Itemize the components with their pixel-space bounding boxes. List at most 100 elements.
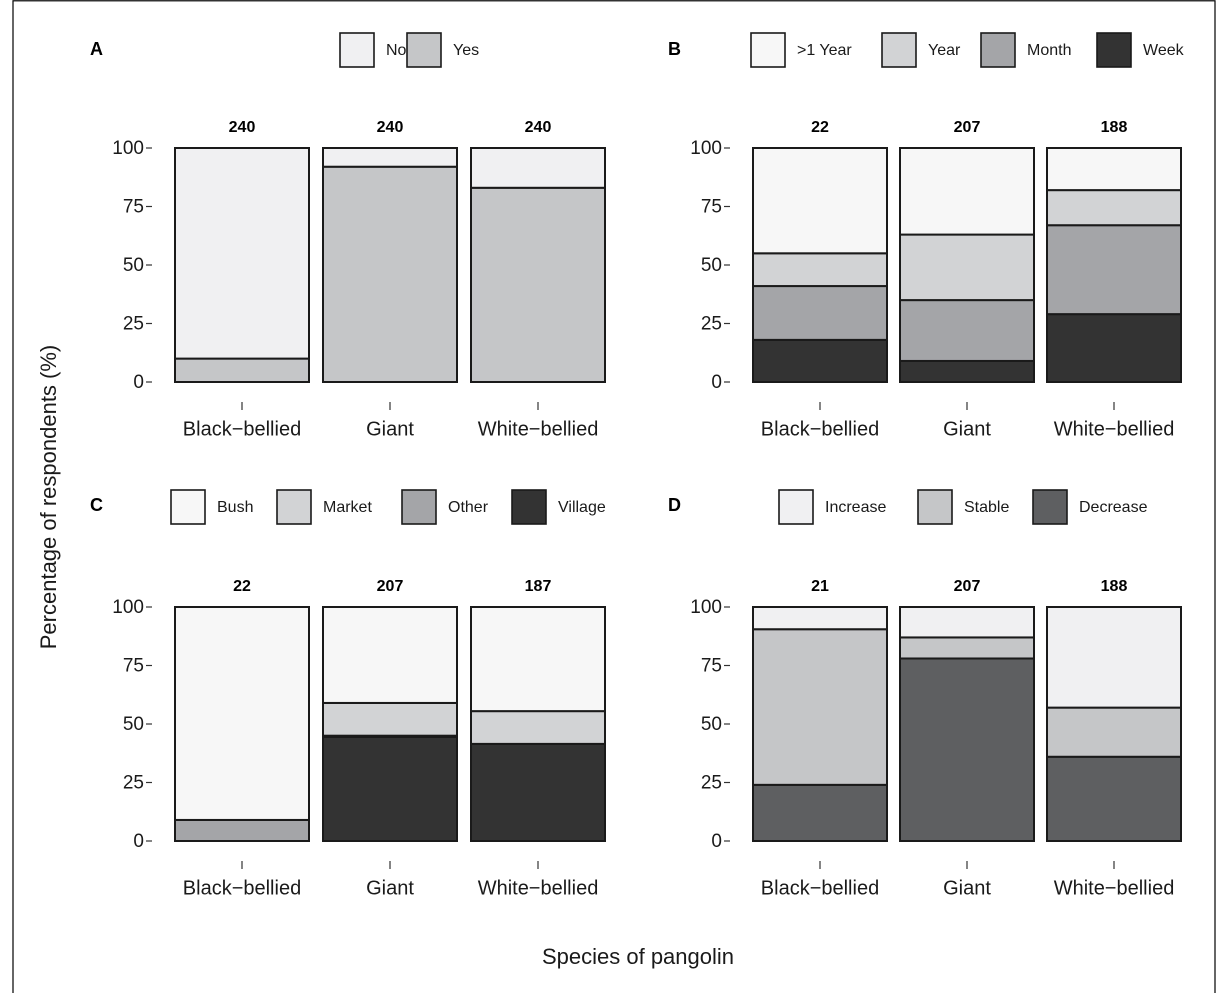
bar-segment	[1046, 755, 1182, 843]
bar-segment	[322, 147, 458, 168]
bar-segment	[470, 606, 606, 713]
figure-border	[12, 0, 1216, 993]
legend-label: Stable	[964, 499, 1009, 516]
y-tick-label: 50	[701, 714, 722, 735]
y-tick-label: 50	[123, 714, 144, 735]
legend-key	[170, 489, 206, 525]
bar-outline	[174, 147, 310, 383]
legend-label: Village	[558, 499, 606, 516]
bar-stack: 240 Giant	[322, 119, 458, 440]
panels: A No Yes 0 25 50 75 100 240 Black−bellied 240 Giant…	[90, 32, 1185, 899]
x-tick-label: Black−bellied	[761, 418, 879, 440]
bar-outline	[322, 606, 458, 842]
bar-segment	[174, 357, 310, 384]
panel-a: A No Yes 0 25 50 75 100 240 Black−bellied 240 Giant…	[90, 32, 606, 440]
bar-count-label: 207	[954, 119, 981, 136]
y-tick-label: 25	[123, 314, 144, 335]
bar-stack: 22 Black−bellied	[174, 578, 310, 899]
y-tick-label: 0	[133, 372, 144, 393]
legend-label: No	[386, 42, 407, 59]
x-tick-label: White−bellied	[1054, 418, 1175, 440]
bar-segment	[470, 742, 606, 843]
bar-segment	[174, 147, 310, 360]
legend-key	[917, 489, 953, 525]
y-tick-label: 0	[133, 831, 144, 852]
bar-segment	[899, 233, 1035, 302]
bar-outline	[752, 606, 888, 842]
bar-count-label: 188	[1101, 119, 1128, 136]
legend-key	[778, 489, 814, 525]
y-tick-label: 75	[701, 656, 722, 677]
bar-segment	[174, 818, 310, 843]
y-tick-label: 100	[112, 138, 144, 159]
bar-count-label: 207	[954, 578, 981, 595]
legend-key	[980, 32, 1016, 68]
bar-outline	[1046, 147, 1182, 383]
bar-segment	[899, 636, 1035, 660]
y-axis: 0 25 50 75 100	[690, 138, 730, 393]
bar-stack: 188 White−bellied	[1046, 119, 1182, 440]
bar-count-label: 188	[1101, 578, 1128, 595]
y-axis-title: Percentage of respondents (%)	[36, 345, 61, 650]
bar-outline	[899, 606, 1035, 842]
legend-key	[511, 489, 547, 525]
bar-outline	[470, 606, 606, 842]
panel-label: C	[90, 495, 103, 515]
bar-outline	[322, 147, 458, 383]
bar-segment	[322, 606, 458, 704]
x-tick-label: Giant	[943, 877, 991, 899]
y-tick-label: 25	[701, 773, 722, 794]
legend-label: Week	[1143, 42, 1185, 59]
y-tick-label: 100	[690, 138, 722, 159]
x-tick-label: Giant	[366, 877, 414, 899]
legend-label: Increase	[825, 499, 886, 516]
bar-stack: 240 Black−bellied	[174, 119, 310, 440]
bar-segment	[899, 359, 1035, 384]
bar-segment	[322, 735, 458, 842]
bar-stack: 21 Black−bellied	[752, 578, 888, 899]
bar-segment	[1046, 147, 1182, 192]
y-tick-label: 50	[123, 255, 144, 276]
bar-segment	[322, 165, 458, 383]
legend-key	[881, 32, 917, 68]
bar-segment	[752, 783, 888, 843]
bar-segment	[752, 252, 888, 288]
legend-label: Market	[323, 499, 372, 516]
bar-outline	[899, 147, 1035, 383]
panel-c: C Bush Market Other Village 0 25 50 75 100 22 Black…	[90, 489, 606, 899]
panel-label: D	[668, 495, 681, 515]
bar-outline	[752, 147, 888, 383]
bar-segment	[470, 147, 606, 189]
x-tick-label: Black−bellied	[761, 877, 879, 899]
bar-outline	[470, 147, 606, 383]
legend-label: >1 Year	[797, 42, 852, 59]
bar-segment	[752, 147, 888, 255]
bar-stack: 188 White−bellied	[1046, 578, 1182, 899]
panel-d: D Increase Stable Decrease 0 25 50 75 100 21 Black…	[668, 489, 1182, 899]
legend-label: Year	[928, 42, 961, 59]
legend: Increase Stable Decrease	[778, 489, 1148, 525]
legend: >1 Year Year Month Week	[750, 32, 1185, 68]
bar-segment	[752, 338, 888, 384]
y-tick-label: 75	[123, 197, 144, 218]
bar-stack: 240 White−bellied	[470, 119, 606, 440]
x-tick-label: White−bellied	[478, 418, 599, 440]
bar-segment	[470, 710, 606, 745]
y-tick-label: 50	[701, 255, 722, 276]
bar-count-label: 22	[233, 578, 251, 595]
y-tick-label: 0	[711, 372, 722, 393]
bar-segment	[752, 285, 888, 341]
bar-count-label: 240	[229, 119, 256, 136]
bar-count-label: 22	[811, 119, 829, 136]
panel-b: B >1 Year Year Month Week 0 25 50 75 100 22 Black−b…	[668, 32, 1185, 440]
x-tick-label: White−bellied	[1054, 877, 1175, 899]
bar-count-label: 240	[377, 119, 404, 136]
y-tick-label: 100	[690, 597, 722, 618]
bar-segment	[899, 606, 1035, 639]
y-axis: 0 25 50 75 100	[690, 597, 730, 852]
bar-stack: 207 Giant	[899, 119, 1035, 440]
legend-label: Other	[448, 499, 489, 516]
bar-outline	[174, 606, 310, 842]
legend-key	[401, 489, 437, 525]
